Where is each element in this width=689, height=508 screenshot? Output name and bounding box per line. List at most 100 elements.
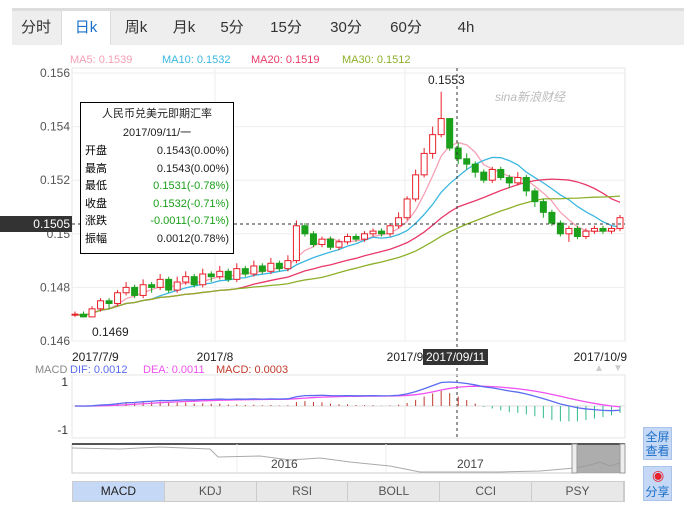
navigator-right-handle[interactable]: [619, 443, 626, 474]
dea-line: [74, 385, 621, 408]
candle: [471, 161, 479, 178]
candle: [122, 282, 130, 296]
candle-body: [207, 273, 215, 278]
candle: [454, 142, 462, 165]
weibo-icon: ◉: [652, 467, 665, 483]
tab-4[interactable]: 5分: [220, 19, 244, 36]
candle: [301, 223, 309, 237]
candle-body: [446, 118, 454, 149]
candle: [556, 220, 564, 237]
navigator-year-label: 2016: [271, 457, 298, 471]
indicator-tab-psy[interactable]: PSY: [532, 482, 624, 501]
dea-label: DEA: 0.0011: [143, 364, 205, 376]
candle-body: [318, 238, 326, 246]
candle-body: [267, 262, 275, 272]
candle: [480, 169, 488, 183]
tooltip-row: 开盘 0.1543(0.00%): [85, 143, 229, 161]
candle: [114, 290, 122, 307]
candle: [420, 148, 428, 178]
indicator-down-arrow[interactable]: ▼: [613, 363, 623, 374]
candle: [173, 276, 181, 293]
indicator-tab-macd[interactable]: MACD: [73, 482, 165, 501]
candle: [190, 274, 198, 288]
tab-2[interactable]: 周k: [124, 19, 148, 36]
x-tick-label: 2017/10/9: [574, 350, 628, 364]
candle: [165, 276, 173, 293]
candle: [318, 236, 326, 248]
candle: [616, 215, 624, 232]
tooltip-row: 振幅 0.0012(0.78%): [85, 231, 229, 249]
candle: [395, 212, 403, 229]
candle: [156, 274, 164, 291]
candle-body: [514, 177, 522, 184]
candle-body: [403, 198, 411, 219]
candle: [199, 268, 207, 288]
candle: [403, 196, 411, 221]
candle: [241, 265, 249, 277]
y-tick-label: 0.152: [40, 173, 70, 187]
tooltip-row: 收盘 0.1532(-0.71%): [85, 196, 229, 214]
tab-0[interactable]: 分时: [20, 19, 51, 36]
candle: [352, 233, 360, 242]
indicator-up-arrow[interactable]: ▲: [594, 363, 604, 374]
candle-body: [539, 201, 547, 213]
candle: [284, 255, 292, 272]
candle-body: [565, 227, 573, 235]
x-tick-label: 2017/7/9: [72, 350, 119, 364]
tooltip-row: 最高 0.1543(0.00%): [85, 161, 229, 179]
indicator-tab-rsi[interactable]: RSI: [256, 482, 349, 501]
candle: [522, 174, 530, 197]
min-price-label: 0.1469: [92, 325, 129, 339]
candle-body: [105, 300, 113, 304]
tooltip-row-value: 0.1543(0.00%): [156, 162, 229, 175]
candle-body: [548, 211, 556, 224]
share-button[interactable]: ◉ 分享: [643, 466, 672, 501]
candle-body: [173, 281, 181, 291]
candle-body: [386, 225, 394, 235]
candle-body: [71, 313, 79, 316]
candle-body: [616, 217, 624, 229]
tab-5[interactable]: 15分: [270, 19, 302, 36]
crosshair-date-tag: 2017/09/11: [423, 349, 489, 365]
candle-body: [250, 265, 258, 275]
candle: [539, 198, 547, 218]
candle: [309, 231, 317, 248]
candle-body: [165, 278, 173, 291]
candle-body: [216, 270, 224, 278]
candle: [131, 284, 139, 299]
tooltip-row-value: -0.0011(-0.71%): [150, 215, 229, 227]
candle: [412, 169, 420, 202]
candle: [531, 188, 539, 207]
dif-line: [74, 381, 621, 412]
y-tick-label: 0.146: [40, 334, 70, 348]
tab-6[interactable]: 30分: [330, 19, 362, 36]
candle: [505, 174, 513, 189]
candle: [105, 298, 113, 309]
candle: [71, 311, 79, 317]
candle-body: [480, 171, 488, 181]
candle: [437, 91, 445, 138]
tooltip-row-value: 0.0012(0.78%): [156, 232, 229, 245]
tab-1[interactable]: 日k: [61, 11, 111, 45]
tooltip-row-label: 振幅: [85, 232, 107, 245]
x-tick-label: 2017/8: [197, 350, 234, 364]
macd-label: MACD: [35, 364, 68, 376]
indicator-tab-boll[interactable]: BOLL: [348, 482, 441, 501]
tab-3[interactable]: 月k: [172, 19, 196, 36]
y-tick-label: 0.148: [40, 280, 70, 294]
indicator-tab-cci[interactable]: CCI: [440, 482, 533, 501]
period-tabs: 分时 日k 周k 月k 5分 15分 30分 60分 4h: [12, 8, 684, 45]
candle-body: [148, 284, 156, 288]
navigator-selection: [576, 445, 625, 473]
tooltip-row: 最低 0.1531(-0.78%): [85, 178, 229, 196]
tab-8[interactable]: 4h: [457, 19, 475, 36]
indicator-tab-kdj[interactable]: KDJ: [164, 482, 257, 501]
fullscreen-button[interactable]: 全屏查看: [643, 427, 672, 460]
candle: [573, 225, 581, 240]
tab-7[interactable]: 60分: [390, 19, 422, 36]
candle: [335, 239, 343, 250]
navigator-left-handle[interactable]: [571, 443, 578, 474]
candle-body: [497, 168, 505, 179]
tooltip-row-value: 0.1532(-0.71%): [153, 197, 229, 210]
